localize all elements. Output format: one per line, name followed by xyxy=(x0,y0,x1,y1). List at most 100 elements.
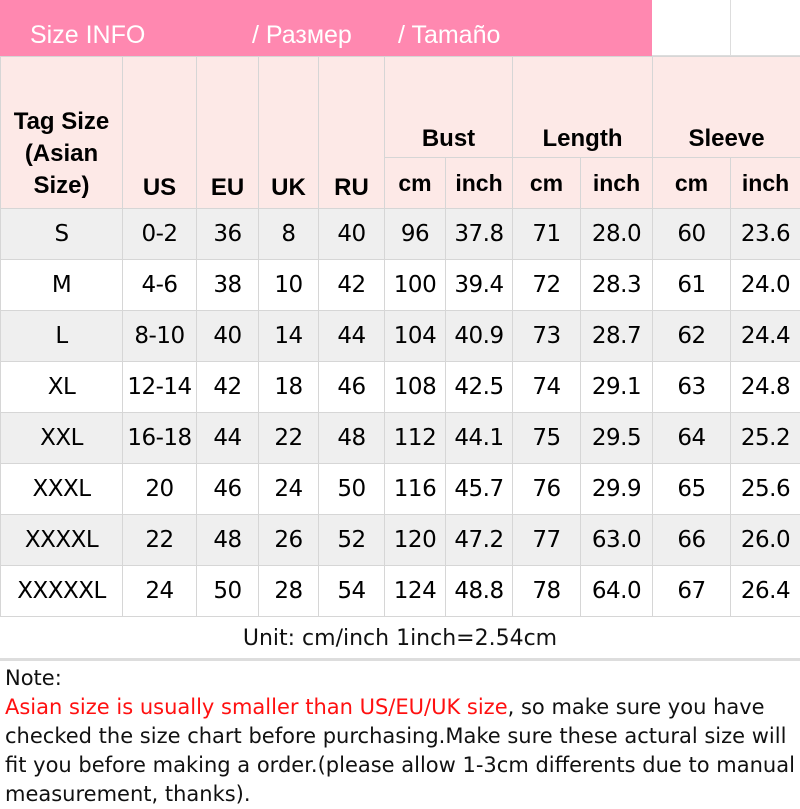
cell-length-inch: 29.9 xyxy=(581,464,653,515)
cell-sleeve-cm: 61 xyxy=(653,260,731,311)
cell-length-cm: 72 xyxy=(513,260,581,311)
cell-length-cm: 74 xyxy=(513,362,581,413)
cell-us: 24 xyxy=(123,566,197,617)
cell-uk: 8 xyxy=(259,209,319,260)
cell-uk: 28 xyxy=(259,566,319,617)
cell-uk: 10 xyxy=(259,260,319,311)
cell-us: 4-6 xyxy=(123,260,197,311)
blank-corner xyxy=(652,0,800,56)
cell-length-cm: 75 xyxy=(513,413,581,464)
cell-ru: 50 xyxy=(319,464,385,515)
cell-bust-inch: 48.8 xyxy=(446,566,513,617)
cell-ru: 48 xyxy=(319,413,385,464)
cell-length-cm: 71 xyxy=(513,209,581,260)
note-text: Asian size is usually smaller than US/EU… xyxy=(5,693,800,809)
unit-note: Unit: cm/inch 1inch=2.54cm xyxy=(0,612,800,661)
cell-length-cm: 73 xyxy=(513,311,581,362)
header-sleeve: Sleeve xyxy=(653,57,800,158)
cell-length-inch: 29.1 xyxy=(581,362,653,413)
cell-ru: 44 xyxy=(319,311,385,362)
cell-us: 20 xyxy=(123,464,197,515)
header-ru: RU xyxy=(319,57,385,209)
cell-sleeve-cm: 60 xyxy=(653,209,731,260)
cell-bust-inch: 40.9 xyxy=(446,311,513,362)
cell-sleeve-cm: 64 xyxy=(653,413,731,464)
cell-sleeve-inch: 24.8 xyxy=(731,362,800,413)
header-eu: EU xyxy=(197,57,259,209)
cell-uk: 22 xyxy=(259,413,319,464)
banner-title-es: / Tamaño xyxy=(398,21,500,50)
cell-eu: 40 xyxy=(197,311,259,362)
cell-eu: 36 xyxy=(197,209,259,260)
note-label: Note: xyxy=(5,664,800,693)
cell-uk: 18 xyxy=(259,362,319,413)
header-length-inch: inch xyxy=(581,158,653,209)
cell-sleeve-inch: 25.2 xyxy=(731,413,800,464)
cell-us: 22 xyxy=(123,515,197,566)
header-uk: UK xyxy=(259,57,319,209)
cell-length-cm: 76 xyxy=(513,464,581,515)
cell-length-inch: 64.0 xyxy=(581,566,653,617)
cell-length-inch: 29.5 xyxy=(581,413,653,464)
cell-bust-cm: 104 xyxy=(385,311,446,362)
cell-tag-size: XXL xyxy=(1,413,123,464)
cell-length-inch: 28.3 xyxy=(581,260,653,311)
header-length: Length xyxy=(513,57,653,158)
header-us: US xyxy=(123,57,197,209)
banner-title: Size INFO xyxy=(30,21,145,50)
cell-ru: 42 xyxy=(319,260,385,311)
cell-sleeve-cm: 66 xyxy=(653,515,731,566)
cell-sleeve-inch: 26.4 xyxy=(731,566,800,617)
cell-ru: 46 xyxy=(319,362,385,413)
cell-bust-inch: 37.8 xyxy=(446,209,513,260)
cell-eu: 50 xyxy=(197,566,259,617)
size-table: Tag Size (Asian Size) US EU UK RU Bust L… xyxy=(0,56,800,617)
header-sleeve-inch: inch xyxy=(731,158,800,209)
cell-bust-cm: 112 xyxy=(385,413,446,464)
cell-us: 12-14 xyxy=(123,362,197,413)
cell-us: 0-2 xyxy=(123,209,197,260)
cell-tag-size: XXXXL xyxy=(1,515,123,566)
cell-bust-inch: 47.2 xyxy=(446,515,513,566)
cell-bust-cm: 96 xyxy=(385,209,446,260)
cell-us: 16-18 xyxy=(123,413,197,464)
size-info-banner: Size INFO / Размер / Tamaño xyxy=(0,0,652,56)
cell-length-inch: 28.7 xyxy=(581,311,653,362)
cell-sleeve-cm: 63 xyxy=(653,362,731,413)
cell-tag-size: XL xyxy=(1,362,123,413)
cell-tag-size: XXXL xyxy=(1,464,123,515)
cell-tag-size: M xyxy=(1,260,123,311)
header-tag-size: Tag Size (Asian Size) xyxy=(1,57,123,209)
cell-bust-inch: 42.5 xyxy=(446,362,513,413)
cell-sleeve-cm: 62 xyxy=(653,311,731,362)
cell-bust-cm: 100 xyxy=(385,260,446,311)
cell-tag-size: L xyxy=(1,311,123,362)
header-bust-cm: cm xyxy=(385,158,446,209)
cell-bust-inch: 45.7 xyxy=(446,464,513,515)
cell-sleeve-inch: 24.4 xyxy=(731,311,800,362)
cell-eu: 48 xyxy=(197,515,259,566)
cell-tag-size: XXXXXL xyxy=(1,566,123,617)
note-block: Note: Asian size is usually smaller than… xyxy=(5,664,800,809)
cell-uk: 26 xyxy=(259,515,319,566)
cell-length-cm: 77 xyxy=(513,515,581,566)
cell-tag-size: S xyxy=(1,209,123,260)
header-length-cm: cm xyxy=(513,158,581,209)
cell-sleeve-inch: 24.0 xyxy=(731,260,800,311)
cell-bust-cm: 116 xyxy=(385,464,446,515)
cell-length-inch: 63.0 xyxy=(581,515,653,566)
cell-length-inch: 28.0 xyxy=(581,209,653,260)
header-bust: Bust xyxy=(385,57,513,158)
cell-ru: 54 xyxy=(319,566,385,617)
header-bust-inch: inch xyxy=(446,158,513,209)
cell-bust-cm: 108 xyxy=(385,362,446,413)
cell-eu: 44 xyxy=(197,413,259,464)
cell-bust-cm: 124 xyxy=(385,566,446,617)
cell-ru: 40 xyxy=(319,209,385,260)
